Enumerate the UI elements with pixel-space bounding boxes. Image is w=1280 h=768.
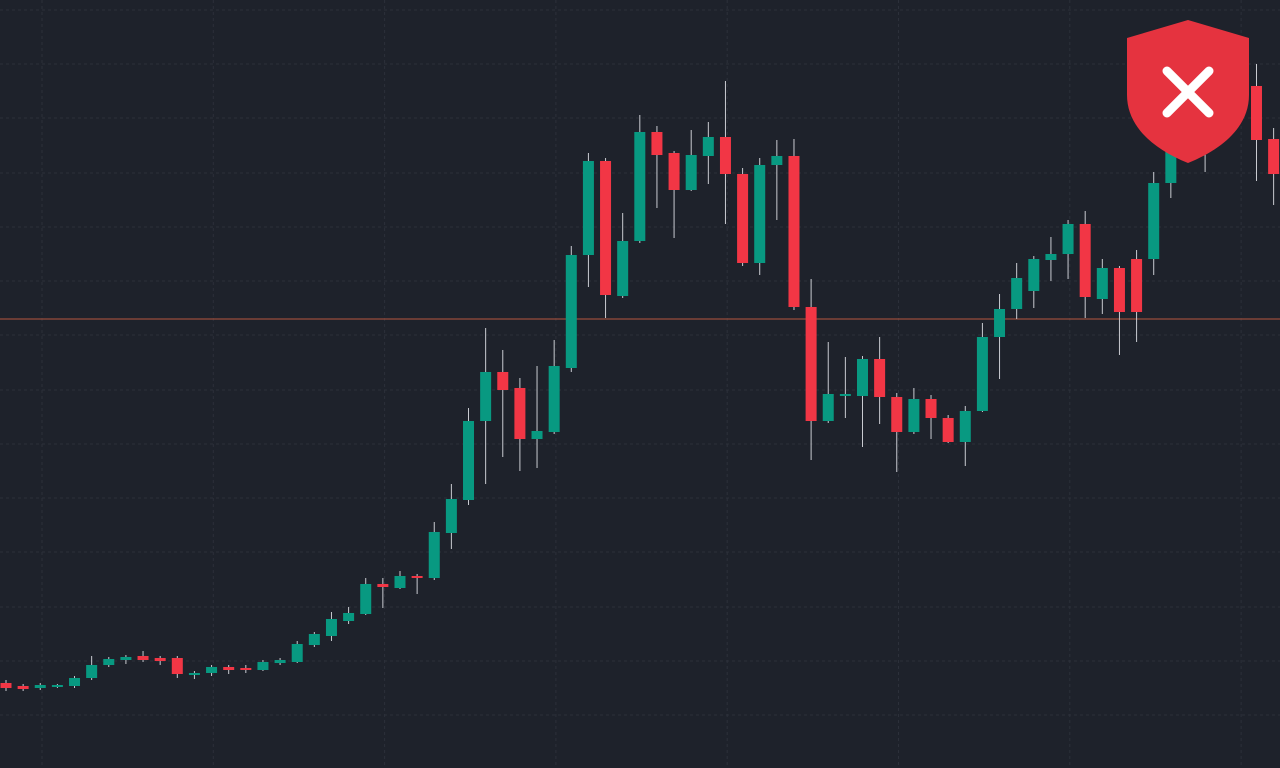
candle-body xyxy=(120,657,132,660)
candle-body xyxy=(857,359,868,396)
candle-body xyxy=(754,165,766,263)
candle-body xyxy=(325,619,337,636)
candle-body xyxy=(1028,259,1040,291)
candle-body xyxy=(274,660,286,663)
candle-body xyxy=(617,241,629,296)
candle-body xyxy=(634,132,646,241)
candle-body xyxy=(976,337,988,411)
candle-body xyxy=(291,644,303,662)
candle-body xyxy=(1045,254,1057,260)
candle-body xyxy=(394,576,406,588)
candle-body xyxy=(360,584,372,614)
candle-body xyxy=(497,372,509,390)
candle-body xyxy=(788,156,800,307)
candle-body xyxy=(668,153,680,190)
candle-body xyxy=(103,659,115,665)
candle-body xyxy=(737,174,749,263)
candle-body xyxy=(959,411,971,442)
candle-body xyxy=(1131,259,1143,312)
candle-body xyxy=(651,132,663,155)
candle-body xyxy=(908,399,920,432)
x-mark xyxy=(1162,66,1214,118)
candle-body xyxy=(702,137,714,156)
candle-body xyxy=(565,255,577,368)
candle-body xyxy=(480,372,492,421)
candle-body xyxy=(874,359,886,397)
candle-body xyxy=(34,685,46,688)
candle-body xyxy=(1250,86,1262,140)
candle-body xyxy=(582,161,594,255)
candle-body xyxy=(137,656,149,660)
shield-icon xyxy=(1127,20,1249,163)
candle-body xyxy=(257,662,269,670)
candle-body xyxy=(891,397,903,432)
candle-body xyxy=(343,613,355,621)
candle-body xyxy=(1148,183,1160,259)
candle-body xyxy=(925,399,937,418)
candle-body xyxy=(548,366,560,432)
candle-body xyxy=(463,421,475,500)
candle-body xyxy=(805,307,817,421)
candle-body xyxy=(1096,268,1108,299)
candle-body xyxy=(600,161,612,295)
candle-body xyxy=(994,309,1006,337)
candle-body xyxy=(771,156,783,165)
candle-body xyxy=(1062,224,1074,254)
candle-body xyxy=(822,394,834,421)
candle-body xyxy=(240,668,252,670)
candle-body xyxy=(1165,148,1177,183)
candle-body xyxy=(1011,278,1023,309)
candle-body xyxy=(1268,139,1280,174)
candle-body xyxy=(171,658,183,674)
candle-body xyxy=(206,667,218,673)
candle-body xyxy=(839,394,851,396)
candle-body xyxy=(685,155,697,190)
candle-body xyxy=(719,137,731,174)
candle-body xyxy=(188,673,200,675)
candle-body xyxy=(942,418,954,442)
candle-body xyxy=(69,678,81,686)
candle-body xyxy=(428,532,440,578)
candle-body xyxy=(411,576,423,578)
candle-body xyxy=(377,584,389,587)
candle-body xyxy=(154,658,166,661)
candle-body xyxy=(514,388,526,439)
candle-body xyxy=(445,499,457,533)
candle-body xyxy=(308,634,320,645)
candle-body xyxy=(1079,224,1091,297)
candle-body xyxy=(223,667,235,670)
candle-body xyxy=(86,665,98,678)
candle-body xyxy=(0,683,12,688)
candle-body xyxy=(51,685,63,687)
candle-body xyxy=(531,431,543,439)
candle-body xyxy=(1113,268,1125,312)
candle-body xyxy=(17,686,29,689)
